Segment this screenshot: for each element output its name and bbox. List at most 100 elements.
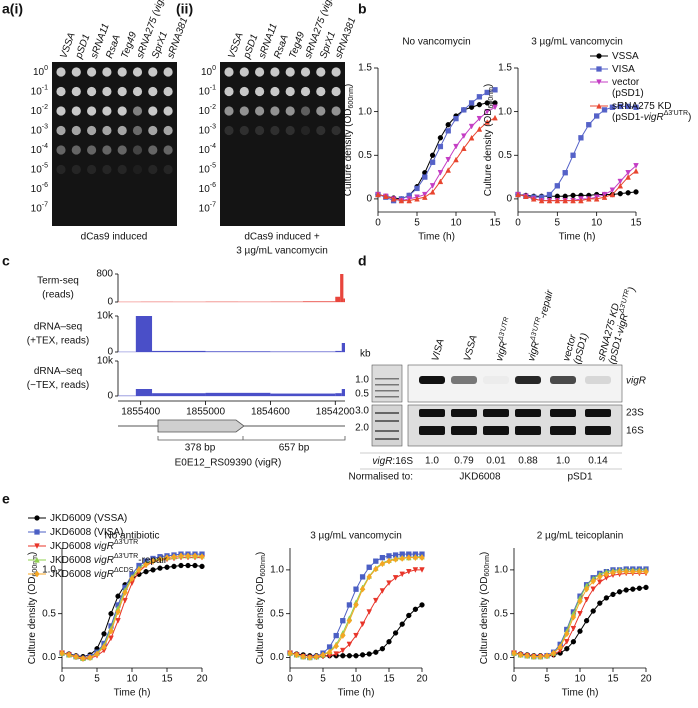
data-point <box>386 557 392 565</box>
spot <box>300 106 311 116</box>
spot <box>255 86 265 97</box>
band-label: vigR <box>626 376 646 387</box>
ladder-band <box>375 396 399 398</box>
legend-label: vector (pSD1) <box>612 77 644 99</box>
x-tick-label: 5 <box>94 674 100 685</box>
spot <box>270 67 280 77</box>
data-point <box>616 589 623 595</box>
data-point <box>531 653 537 661</box>
blot-band <box>419 376 445 384</box>
chart-title: 3 µg/mL vancomycin <box>531 37 623 48</box>
data-point <box>585 195 592 202</box>
legend-label: JKD6008 vigRΔCDS <box>50 567 134 579</box>
y-axis-label-part: 600nm <box>348 87 355 109</box>
chart-title: No vancomycin <box>402 37 470 48</box>
data-point <box>643 568 649 576</box>
segment-label: 657 bp <box>279 443 310 454</box>
y-axis-label-part: 600nm <box>484 555 491 577</box>
x-tick-label: 15 <box>630 218 642 229</box>
y-tick-label: 0 <box>506 194 512 205</box>
data-point <box>577 611 583 617</box>
lane-label: sRNA381 <box>165 16 190 60</box>
spot <box>132 106 143 116</box>
x-tick-label: 5 <box>320 674 326 685</box>
data-point <box>405 568 412 575</box>
blot-band <box>585 376 611 384</box>
spot <box>87 67 97 77</box>
text-part: :16S <box>392 456 413 467</box>
y-axis-label-part: Culture density (OD <box>479 576 490 664</box>
data-point <box>633 168 639 174</box>
panel-label: c <box>2 253 10 269</box>
data-point <box>164 564 170 570</box>
dilution-base: 10 <box>199 86 211 97</box>
data-point <box>564 646 570 652</box>
text-part: VISA <box>612 64 635 75</box>
x-tick-label: 1855000 <box>186 407 225 418</box>
y-axis-label-part: ) <box>255 552 266 555</box>
data-point <box>320 651 326 659</box>
spot <box>255 106 265 116</box>
kb-tick: 3.0 <box>355 406 369 417</box>
data-point <box>398 197 405 204</box>
dilution-exp: -6 <box>210 182 216 189</box>
spot <box>163 125 173 136</box>
dilution-exp: -1 <box>210 85 216 92</box>
legend-label: JKD6009 (VSSA) <box>50 513 127 524</box>
text-part: Δ3'UTR <box>114 539 138 546</box>
data-point <box>610 591 616 598</box>
spot <box>148 164 158 175</box>
spot <box>71 106 81 116</box>
dilution-label: 100 <box>33 65 48 77</box>
data-point <box>359 621 366 628</box>
dilution-exp: -6 <box>42 182 48 189</box>
data-point <box>623 587 629 593</box>
dilution-exp: -1 <box>42 85 48 92</box>
data-point <box>34 557 40 563</box>
data-point <box>192 552 198 560</box>
data-point <box>419 567 425 573</box>
data-point <box>468 104 475 110</box>
data-point <box>353 632 359 639</box>
spot <box>148 125 158 136</box>
dilution-exp: -4 <box>210 143 216 150</box>
text-part: sRNA381 <box>333 16 358 60</box>
spot <box>316 125 326 136</box>
data-point <box>379 588 386 594</box>
data-point <box>373 565 379 573</box>
data-point <box>524 652 530 660</box>
spot <box>224 86 234 97</box>
y-tick-label: 1.0 <box>494 565 508 576</box>
data-point <box>484 119 491 125</box>
data-point <box>386 639 392 645</box>
data-point <box>546 197 553 204</box>
text-part: vigR <box>319 0 336 14</box>
data-point <box>382 193 389 199</box>
series-line <box>289 604 423 657</box>
dilution-base: 10 <box>199 106 211 117</box>
x-tick-label: 5 <box>414 218 420 229</box>
blot-band <box>550 426 576 435</box>
data-point <box>570 152 576 158</box>
data-point <box>379 560 386 568</box>
dilution-base: 10 <box>31 145 43 156</box>
kb-tick: 0.5 <box>355 389 369 400</box>
data-point <box>66 651 72 659</box>
x-tick-label: 0 <box>59 674 65 685</box>
data-point <box>603 595 610 601</box>
spot <box>163 164 173 175</box>
y-axis-label: Culture density (OD600nm) <box>343 84 356 197</box>
data-point <box>390 195 397 202</box>
data-point <box>392 555 399 563</box>
y-tick-label: 1.5 <box>358 63 372 74</box>
data-point <box>492 87 498 93</box>
spot <box>117 125 127 136</box>
lane-label: sRNA381 <box>333 16 358 60</box>
data-point <box>143 561 149 569</box>
y-tick-label: 0 <box>107 347 113 358</box>
data-point <box>333 651 340 657</box>
spot <box>102 106 112 116</box>
kb-label: kb <box>360 349 371 360</box>
ratio: 0.14 <box>588 456 608 467</box>
spot <box>132 145 143 155</box>
